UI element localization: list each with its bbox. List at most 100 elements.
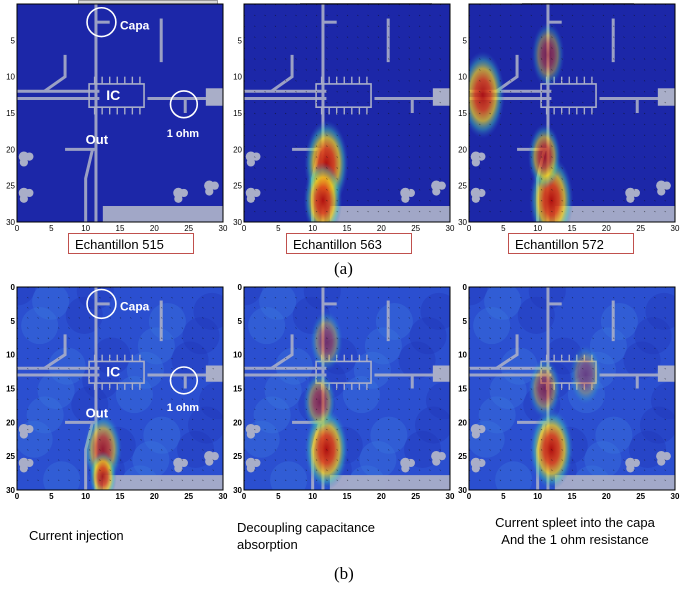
out-label: Out bbox=[86, 132, 109, 147]
description-current-split: Current spleet into the capa And the 1 oh… bbox=[495, 515, 655, 547]
x-tick-label: 5 bbox=[49, 224, 54, 233]
caption-echantillon-572: Echantillon 572 bbox=[508, 233, 634, 254]
x-tick-label: 25 bbox=[184, 492, 193, 501]
pcb-traces bbox=[17, 4, 223, 222]
y-tick-label: 0 bbox=[11, 283, 16, 292]
y-tick-label: 25 bbox=[6, 452, 15, 461]
y-tick-label: 15 bbox=[6, 385, 15, 394]
x-tick-label: 15 bbox=[568, 492, 577, 501]
y-tick-label: 15 bbox=[6, 109, 15, 118]
y-tick-label: 10 bbox=[6, 73, 15, 82]
y-tick-label: 15 bbox=[233, 385, 242, 394]
x-tick-label: 20 bbox=[150, 492, 159, 501]
x-tick-label: 30 bbox=[446, 224, 455, 233]
heatmap-panel-current-injection: Capa IC 1 ohm Out 0 5 10 15 20 25 30 0 5 10 15 20 25 30 bbox=[3, 283, 228, 502]
y-tick-label: 15 bbox=[233, 109, 242, 118]
y-tick-label: 5 bbox=[11, 36, 16, 45]
y-tick-label: 30 bbox=[458, 218, 467, 227]
current-hotspot bbox=[528, 358, 562, 419]
x-tick-label: 10 bbox=[308, 224, 317, 233]
x-tick-label: 0 bbox=[15, 492, 20, 501]
x-tick-label: 15 bbox=[568, 224, 577, 233]
heatmap-panel-current-split: 0 5 10 15 20 25 30 0 5 10 15 20 25 30 bbox=[455, 283, 680, 502]
capa-marker-circle bbox=[86, 6, 117, 38]
y-tick-label: 20 bbox=[233, 418, 242, 427]
y-tick-label: 5 bbox=[238, 36, 243, 45]
vector-field bbox=[469, 287, 675, 490]
x-tick-label: 5 bbox=[501, 492, 506, 501]
y-tick-label: 10 bbox=[233, 351, 242, 360]
one-ohm-label: 1 ohm bbox=[167, 402, 200, 414]
heatmap-background bbox=[17, 4, 223, 222]
x-tick-label: 25 bbox=[184, 224, 193, 233]
caption-echantillon-515: Echantillon 515 bbox=[68, 233, 194, 254]
x-tick-label: 5 bbox=[49, 492, 54, 501]
resistor-marker-circle bbox=[169, 90, 199, 119]
y-tick-label: 10 bbox=[458, 73, 467, 82]
y-tick-label: 10 bbox=[458, 351, 467, 360]
y-tick-label: 20 bbox=[6, 145, 15, 154]
current-hotspot bbox=[303, 371, 337, 433]
x-tick-label: 10 bbox=[533, 224, 542, 233]
y-tick-label: 5 bbox=[238, 317, 243, 326]
x-tick-label: 20 bbox=[602, 224, 611, 233]
y-tick-label: 20 bbox=[458, 145, 467, 154]
y-tick-label: 10 bbox=[233, 73, 242, 82]
x-tick-label: 10 bbox=[81, 492, 90, 501]
capa-label: Capa bbox=[120, 18, 150, 32]
x-tick-label: 5 bbox=[276, 224, 281, 233]
current-hotspot bbox=[531, 22, 565, 88]
y-tick-label: 20 bbox=[233, 145, 242, 154]
y-tick-label: 5 bbox=[463, 36, 468, 45]
x-tick-label: 20 bbox=[602, 492, 611, 501]
out-label: Out bbox=[86, 406, 109, 421]
x-tick-label: 25 bbox=[411, 224, 420, 233]
x-tick-label: 15 bbox=[116, 492, 125, 501]
y-tick-label: 25 bbox=[458, 452, 467, 461]
vector-field bbox=[244, 287, 450, 490]
current-hotspot bbox=[569, 344, 603, 406]
current-hotspot bbox=[528, 123, 562, 190]
x-tick-label: 10 bbox=[308, 492, 317, 501]
x-tick-label: 20 bbox=[150, 224, 159, 233]
capa-marker-circle bbox=[86, 288, 117, 320]
y-tick-label: 15 bbox=[458, 385, 467, 394]
current-hotspot bbox=[529, 408, 574, 490]
one-ohm-label: 1 ohm bbox=[167, 128, 200, 140]
x-tick-label: 20 bbox=[377, 492, 386, 501]
x-tick-label: 30 bbox=[219, 224, 228, 233]
x-tick-label: 30 bbox=[446, 492, 455, 501]
description-decoupling-absorption: Decoupling capacitance absorption bbox=[237, 520, 376, 552]
y-tick-label: 10 bbox=[6, 351, 15, 360]
y-tick-label: 30 bbox=[6, 486, 15, 495]
heatmap-panel-echantillon-563: 5 10 15 20 25 30 0 5 10 15 20 25 30 bbox=[230, 0, 455, 234]
x-tick-label: 25 bbox=[636, 224, 645, 233]
x-tick-label: 10 bbox=[533, 492, 542, 501]
y-tick-label: 20 bbox=[6, 418, 15, 427]
caption-echantillon-563: Echantillon 563 bbox=[286, 233, 412, 254]
heatmap-panel-decoupling-absorption: 0 5 10 15 20 25 30 0 5 10 15 20 25 30 bbox=[230, 283, 455, 502]
ic-label: IC bbox=[106, 87, 120, 103]
y-tick-label: 25 bbox=[458, 182, 467, 191]
y-tick-label: 25 bbox=[233, 182, 242, 191]
x-tick-label: 5 bbox=[276, 492, 281, 501]
capa-label: Capa bbox=[120, 300, 150, 314]
x-tick-label: 10 bbox=[81, 224, 90, 233]
y-tick-label: 20 bbox=[458, 418, 467, 427]
x-tick-label: 0 bbox=[242, 492, 247, 501]
heatmap-panel-echantillon-515: Capa IC 1 ohm Out 5 10 15 20 25 30 0 5 10 15 20 25 30 bbox=[3, 0, 228, 234]
resistor-marker-circle bbox=[169, 366, 199, 395]
heatmap-panel-echantillon-572: 5 10 15 20 25 30 0 5 10 15 20 25 30 bbox=[455, 0, 680, 234]
current-hotspot bbox=[89, 451, 117, 490]
subfigure-label-b: (b) bbox=[334, 564, 354, 583]
x-tick-label: 20 bbox=[377, 224, 386, 233]
x-tick-label: 25 bbox=[636, 492, 645, 501]
y-tick-label: 5 bbox=[11, 317, 16, 326]
x-tick-label: 0 bbox=[15, 224, 20, 233]
y-tick-label: 25 bbox=[233, 452, 242, 461]
x-tick-label: 30 bbox=[671, 224, 680, 233]
x-tick-label: 30 bbox=[671, 492, 680, 501]
y-tick-label: 15 bbox=[458, 109, 467, 118]
y-tick-label: 30 bbox=[233, 486, 242, 495]
y-tick-label: 30 bbox=[233, 218, 242, 227]
